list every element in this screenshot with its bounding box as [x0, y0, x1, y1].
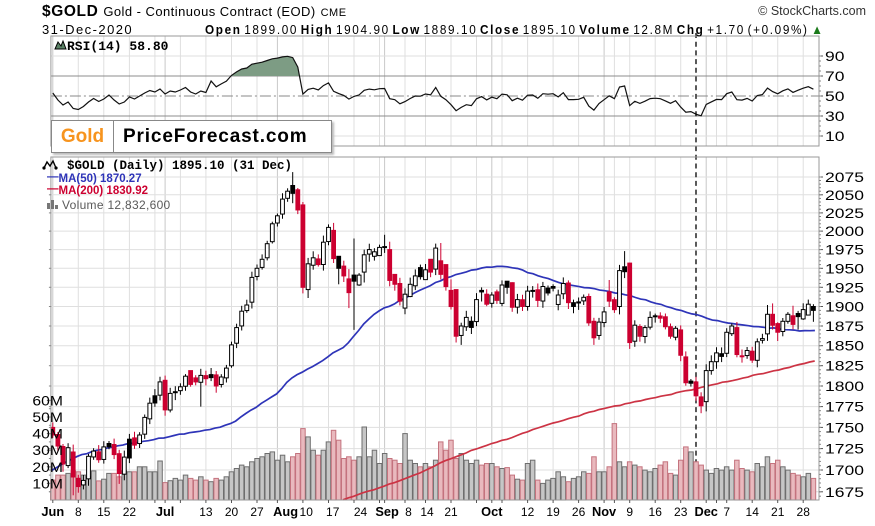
svg-text:14: 14 — [420, 505, 434, 519]
svg-text:16: 16 — [649, 505, 663, 519]
svg-text:24: 24 — [354, 505, 368, 519]
svg-text:12: 12 — [521, 505, 535, 519]
svg-text:1725: 1725 — [825, 442, 864, 457]
svg-text:10: 10 — [300, 505, 314, 519]
svg-text:9: 9 — [626, 505, 633, 519]
svg-text:70: 70 — [825, 69, 845, 84]
svg-text:30: 30 — [825, 109, 845, 124]
svg-text:1750: 1750 — [825, 420, 864, 435]
svg-text:19: 19 — [546, 505, 560, 519]
svg-text:8: 8 — [75, 505, 82, 519]
svg-text:90: 90 — [825, 49, 845, 64]
svg-text:1850: 1850 — [825, 339, 864, 354]
svg-text:1975: 1975 — [825, 243, 864, 258]
svg-text:1675: 1675 — [825, 485, 864, 500]
svg-text:1800: 1800 — [825, 379, 864, 394]
svg-text:1925: 1925 — [825, 280, 864, 295]
svg-text:1775: 1775 — [825, 400, 864, 415]
svg-text:Nov: Nov — [592, 504, 617, 519]
svg-text:1875: 1875 — [825, 319, 864, 334]
svg-text:17: 17 — [326, 505, 340, 519]
svg-text:7: 7 — [723, 505, 730, 519]
svg-text:1950: 1950 — [825, 261, 864, 276]
svg-text:2025: 2025 — [825, 206, 864, 221]
svg-text:1700: 1700 — [825, 463, 864, 478]
svg-text:20M: 20M — [32, 460, 63, 475]
svg-text:60M: 60M — [32, 393, 63, 408]
svg-text:1825: 1825 — [825, 359, 864, 374]
svg-text:2050: 2050 — [825, 188, 864, 203]
svg-text:Jul: Jul — [156, 504, 175, 519]
svg-text:10M: 10M — [32, 476, 63, 491]
svg-text:27: 27 — [250, 505, 264, 519]
svg-text:2075: 2075 — [825, 170, 864, 185]
svg-text:Oct: Oct — [481, 504, 503, 519]
svg-text:20: 20 — [225, 505, 239, 519]
svg-text:13: 13 — [199, 505, 213, 519]
svg-text:23: 23 — [674, 505, 688, 519]
svg-text:2000: 2000 — [825, 224, 864, 239]
svg-text:40M: 40M — [32, 427, 63, 442]
svg-text:1900: 1900 — [825, 300, 864, 315]
svg-text:22: 22 — [123, 505, 137, 519]
svg-text:26: 26 — [572, 505, 586, 519]
svg-text:Aug: Aug — [273, 504, 298, 519]
svg-text:10: 10 — [825, 129, 845, 144]
svg-text:28: 28 — [797, 505, 811, 519]
svg-text:50M: 50M — [32, 410, 63, 425]
svg-text:30M: 30M — [32, 443, 63, 458]
svg-text:21: 21 — [444, 505, 458, 519]
svg-text:14: 14 — [746, 505, 760, 519]
svg-text:21: 21 — [771, 505, 785, 519]
svg-text:Jun: Jun — [41, 504, 64, 519]
svg-text:15: 15 — [97, 505, 111, 519]
svg-text:8: 8 — [405, 505, 412, 519]
svg-text:50: 50 — [825, 89, 845, 104]
svg-text:Dec: Dec — [694, 504, 717, 519]
svg-text:Sep: Sep — [375, 504, 399, 519]
